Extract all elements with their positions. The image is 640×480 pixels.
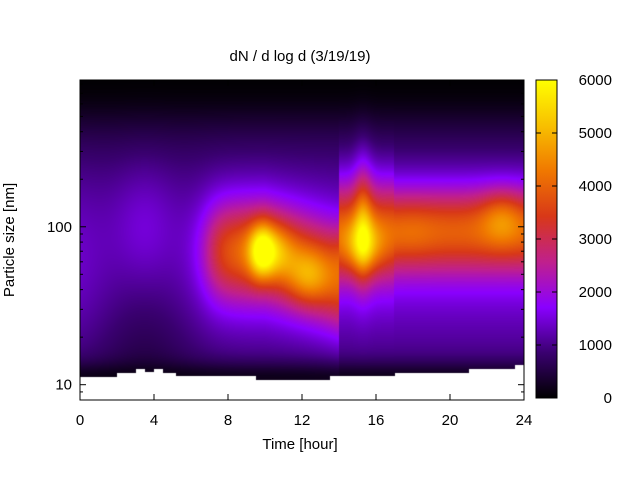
x-axis-label: Time [hour]	[262, 436, 337, 453]
x-tick-label: 4	[150, 412, 158, 429]
plot-area: 0 4 8 12 16 20 24 10 100	[47, 79, 533, 429]
colorbar: 0 1000 2000 3000 4000 5000 6000	[535, 72, 612, 407]
x-axis: 0 4 8 12 16 20 24	[76, 80, 533, 429]
y-axis: 10 100	[47, 83, 524, 401]
colorbar-tick-label: 0	[604, 390, 612, 407]
x-tick-label: 12	[294, 412, 311, 429]
colorbar-tick-label: 5000	[579, 125, 612, 142]
x-tick-label: 8	[224, 412, 232, 429]
x-tick-label: 16	[368, 412, 385, 429]
colorbar-tick-label: 4000	[579, 178, 612, 195]
chart-title: dN / d log d (3/19/19)	[230, 48, 371, 65]
x-tick-label: 20	[442, 412, 459, 429]
colorbar-fill	[536, 80, 557, 398]
x-tick-label: 24	[516, 412, 533, 429]
x-tick-label: 0	[76, 412, 84, 429]
y-axis-label: Particle size [nm]	[1, 183, 18, 297]
colorbar-tick-label: 3000	[579, 231, 612, 248]
colorbar-tick-label: 6000	[579, 72, 612, 89]
heatmap-image	[80, 80, 524, 400]
colorbar-tick-label: 2000	[579, 284, 612, 301]
y-tick-label: 100	[47, 219, 72, 236]
colorbar-tick-label: 1000	[579, 337, 612, 354]
y-tick-label: 10	[55, 377, 72, 394]
colorbar-axis: 0 1000 2000 3000 4000 5000 6000	[536, 72, 612, 407]
